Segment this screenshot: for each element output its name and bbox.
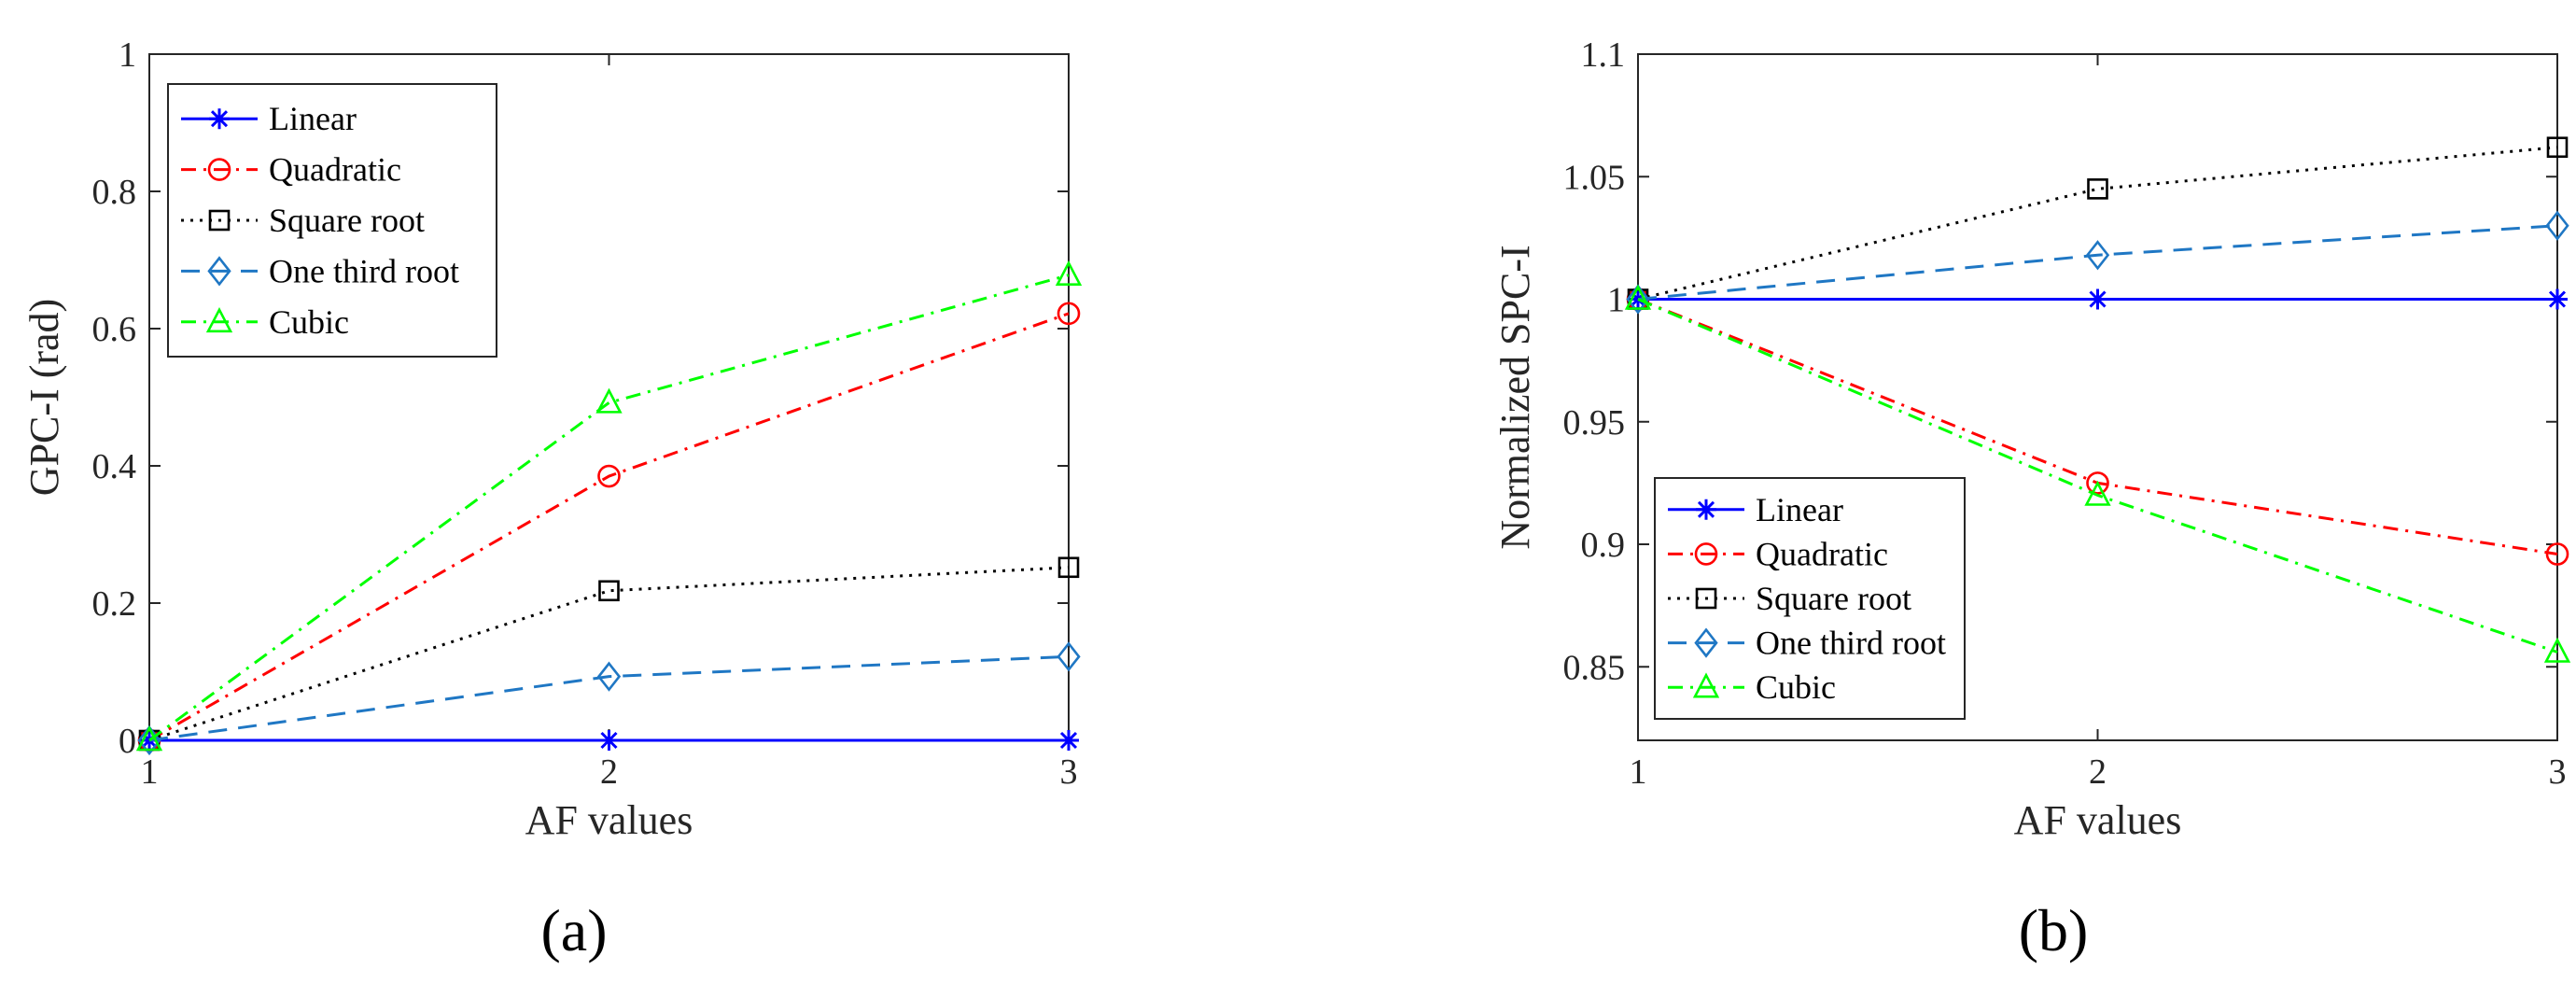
data-point-square-root [2087, 178, 2108, 200]
legend-label-linear: Linear [269, 100, 357, 137]
legend: Linear Quadratic Square root One third root… [1654, 477, 1966, 720]
data-point-cubic [2543, 637, 2571, 663]
legend-marker-square-root [1695, 587, 1717, 610]
x-axis-label: AF values [525, 797, 693, 843]
data-point-quadratic [2545, 542, 2569, 566]
chart-panel-a: 1 2 3 0 0.2 0.4 0.6 0.8 1 AF values GPC-I (rad) Lin… [21, 35, 1083, 963]
series-linear [1628, 288, 2568, 310]
data-point-one-third-root [1626, 284, 1650, 315]
data-point-linear [2087, 288, 2108, 310]
legend-marker-quadratic [1694, 542, 1718, 566]
panel-caption: (b) [2019, 897, 2089, 963]
data-point-quadratic [2086, 471, 2109, 495]
data-point-linear [1058, 730, 1079, 751]
y-tick-label: 0.95 [1563, 403, 1626, 443]
data-point-cubic [135, 725, 163, 752]
series-cubic [135, 260, 1083, 752]
series-line-cubic [148, 274, 1070, 742]
legend-label-quadratic: Quadratic [1756, 535, 1888, 572]
x-tick-label: 1 [141, 752, 159, 792]
data-point-cubic [2084, 480, 2111, 506]
y-tick-label: 0.85 [1563, 648, 1626, 687]
y-tick-label: 1.05 [1563, 158, 1626, 197]
x-tick-label: 2 [2089, 752, 2107, 792]
legend-marker-cubic [1692, 672, 1720, 698]
legend: Linear Quadratic Square root One third root… [167, 83, 497, 358]
series-line-one-third-root [1637, 224, 2558, 301]
y-tick-label: 1 [119, 35, 136, 75]
data-point-cubic [1055, 260, 1083, 286]
x-tick-label: 3 [1060, 752, 1078, 792]
legend-marker-linear [209, 108, 230, 130]
legend-label-linear: Linear [1756, 491, 1843, 528]
data-point-square-root [2546, 136, 2569, 159]
y-tick-label: 0.4 [92, 447, 137, 486]
y-tick-label: 0 [119, 722, 136, 761]
data-point-square-root [1057, 556, 1080, 579]
data-point-square-root [598, 580, 620, 602]
data-point-one-third-root [2545, 210, 2569, 241]
y-tick-label: 0.8 [92, 173, 137, 212]
data-point-cubic [595, 387, 623, 414]
data-point-one-third-root [596, 661, 622, 692]
data-point-linear [2547, 288, 2568, 310]
legend-marker-one-third-root [1694, 627, 1718, 658]
y-tick-label: 1 [1607, 281, 1625, 320]
panel-caption: (a) [540, 897, 607, 963]
legend-marker-square-root [208, 209, 231, 232]
chart-panel-b: 1 2 3 0.85 0.9 0.95 1 1.05 1.1 AF values Normalize… [1492, 35, 2571, 963]
legend-label-square-root: Square root [269, 202, 425, 239]
legend-label-cubic: Cubic [269, 303, 349, 341]
legend-marker-linear [1696, 499, 1716, 520]
data-point-quadratic [1057, 302, 1081, 326]
y-tick-label: 1.1 [1581, 35, 1626, 75]
y-tick-label: 0.6 [92, 310, 137, 349]
data-point-linear [598, 730, 620, 751]
data-point-cubic [1624, 284, 1652, 310]
legend-label-cubic: Cubic [1756, 668, 1836, 706]
x-axis-label: AF values [2014, 797, 2182, 843]
legend-label-one-third-root: One third root [269, 252, 459, 289]
x-tick-label: 1 [1630, 752, 1647, 792]
y-axis-label: Normalized SPC-I [1492, 245, 1538, 549]
legend-marker-cubic [205, 306, 233, 333]
x-tick-label: 2 [600, 752, 618, 792]
series-cubic [1624, 284, 2571, 663]
legend-label-square-root: Square root [1756, 580, 1911, 617]
series-line-one-third-root [148, 654, 1070, 742]
legend-label-quadratic: Quadratic [269, 151, 401, 189]
y-tick-label: 0.9 [1581, 526, 1626, 565]
legend-box [167, 83, 497, 358]
data-point-one-third-root [1057, 641, 1081, 672]
legend-marker-one-third-root [207, 256, 231, 287]
series-line-quadratic [148, 312, 1070, 742]
x-tick-label: 3 [2549, 752, 2567, 792]
series-line-square-root [148, 566, 1070, 742]
y-axis-label: GPC-I (rad) [21, 299, 67, 496]
legend-label-one-third-root: One third root [1756, 625, 1946, 662]
series-one-third-root [1626, 210, 2569, 315]
legend-marker-quadratic [207, 158, 231, 181]
data-point-one-third-root [2085, 240, 2110, 271]
data-point-quadratic [597, 464, 621, 488]
y-tick-label: 0.2 [92, 584, 137, 624]
series-line-cubic [1637, 298, 2558, 654]
